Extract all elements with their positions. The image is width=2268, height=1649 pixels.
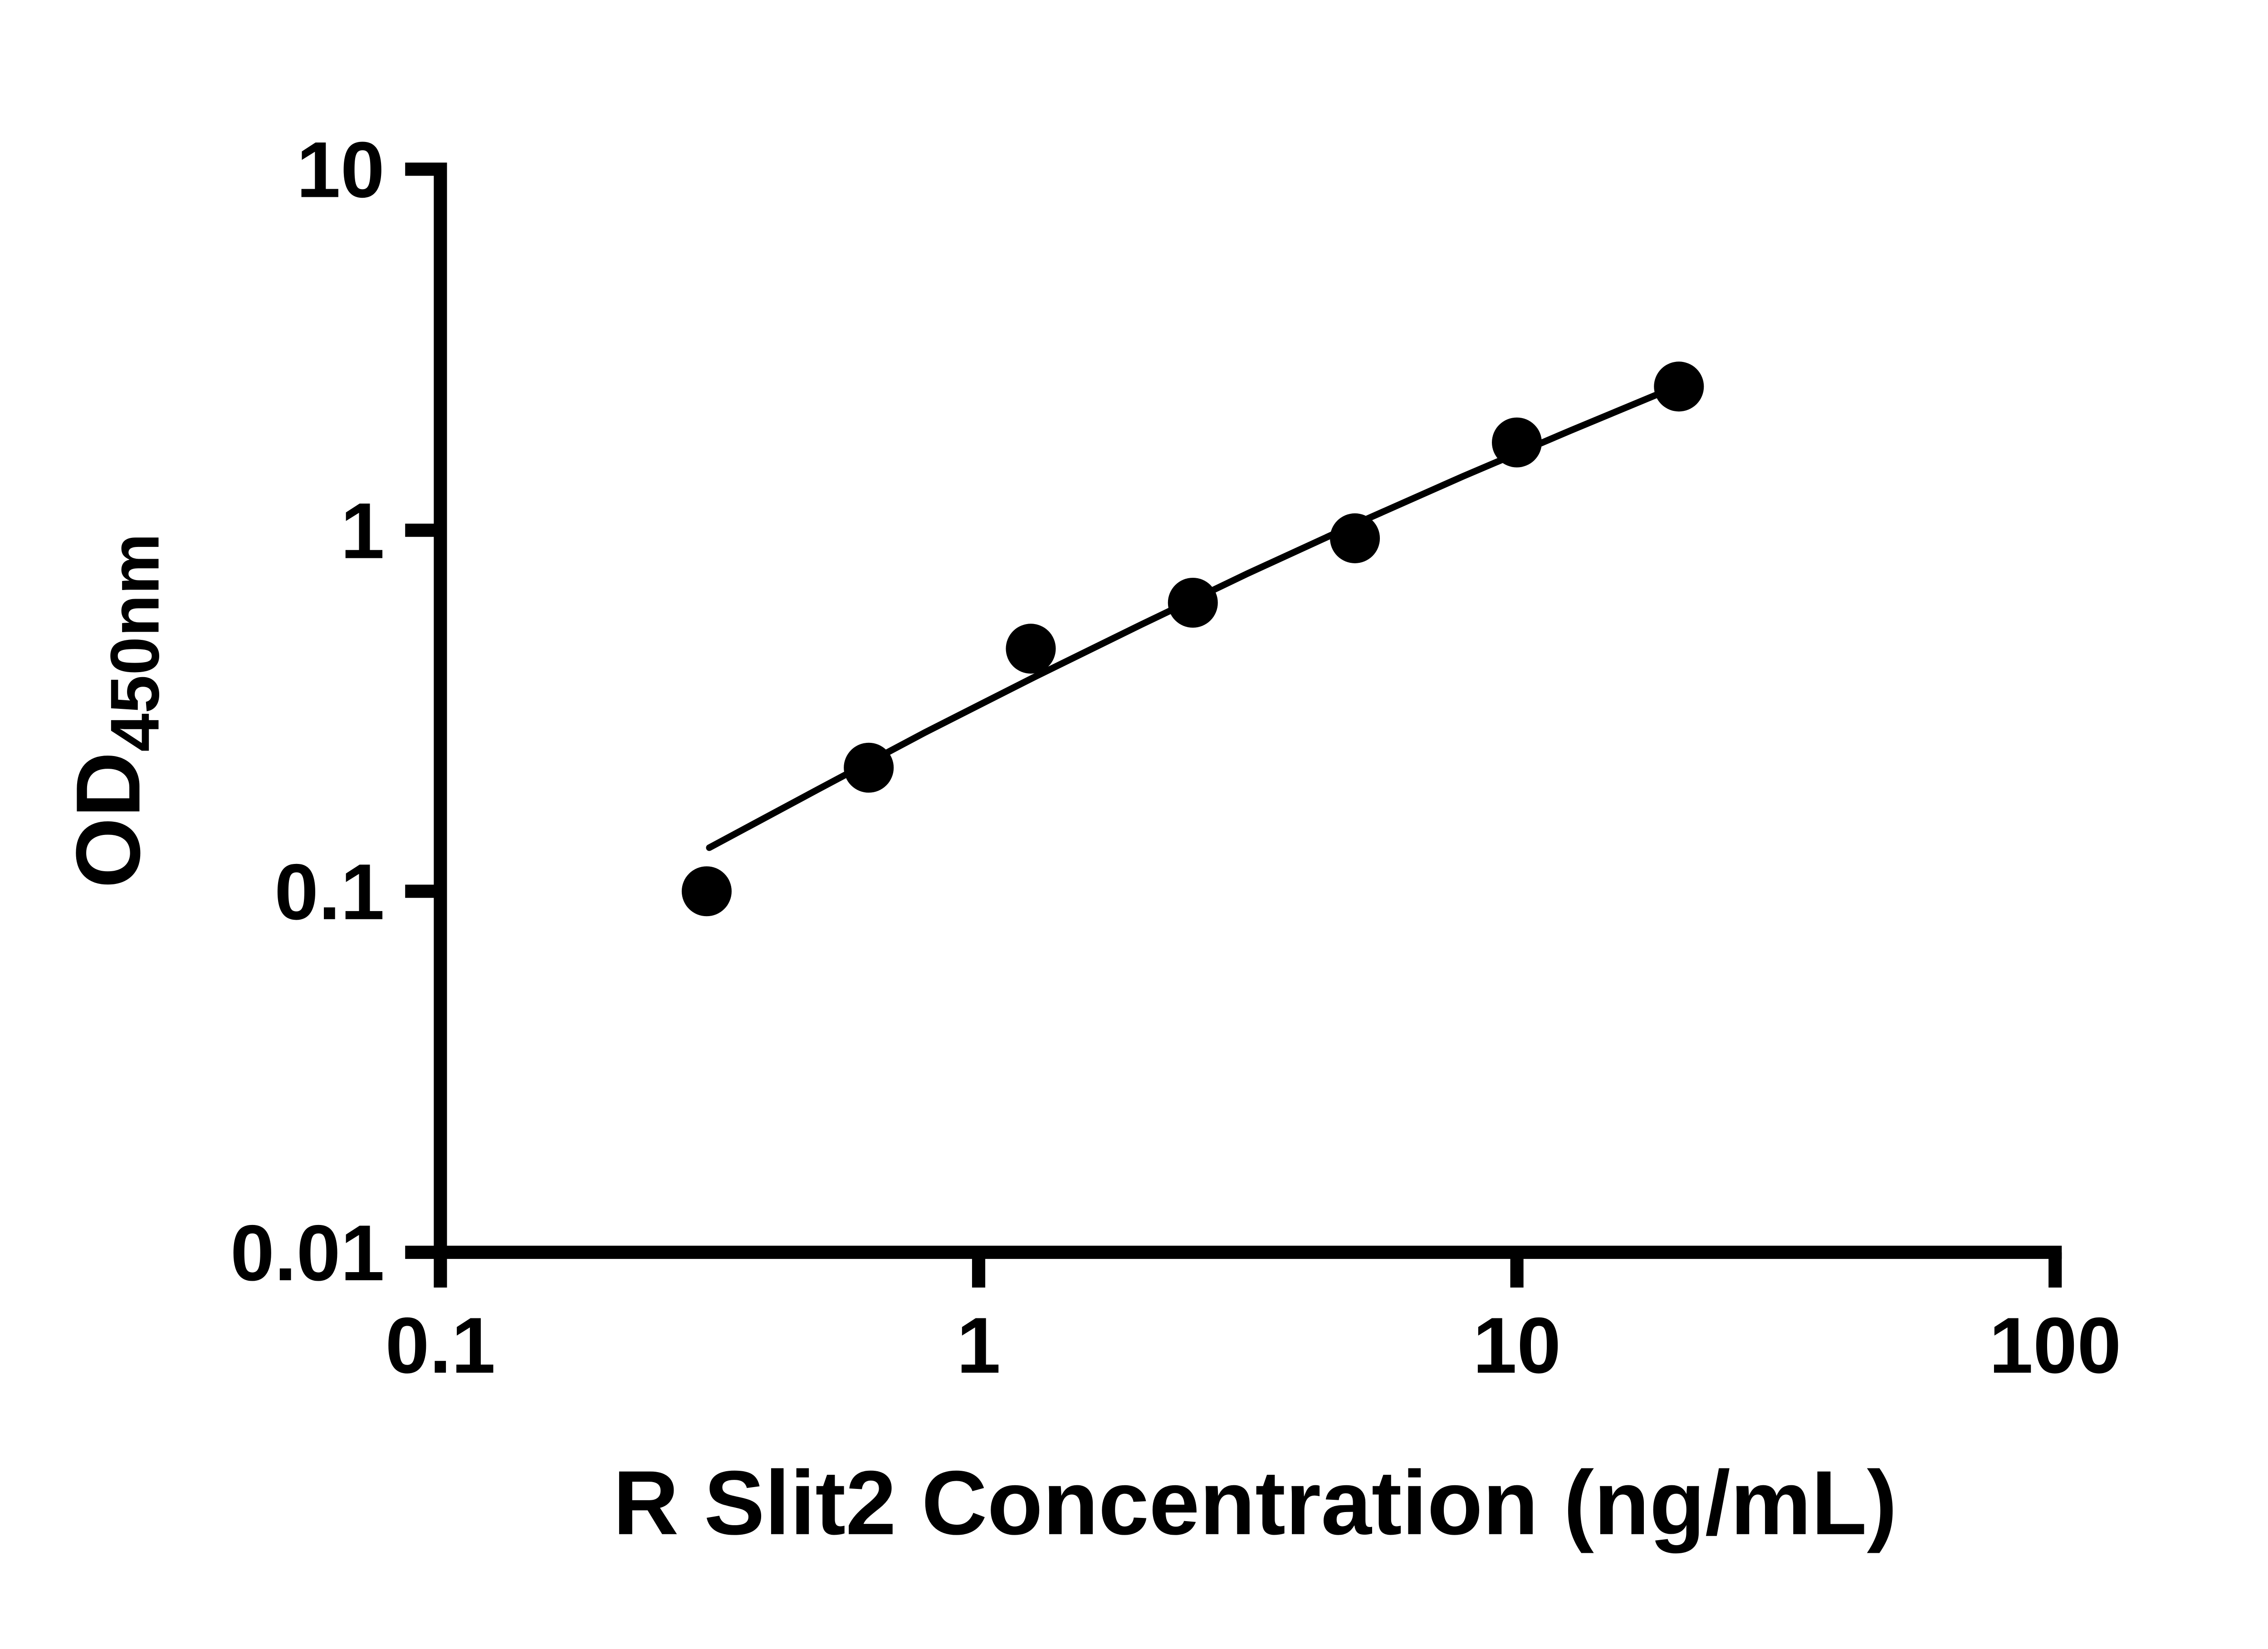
y-tick-label: 10 — [297, 126, 385, 215]
data-point — [681, 866, 732, 917]
data-point — [1491, 417, 1542, 468]
y-axis-title: OD450nm — [57, 533, 173, 888]
x-axis-title: R Slit2 Concentration (ng/mL) — [613, 1452, 1897, 1554]
data-point — [1006, 624, 1056, 674]
x-tick-label: 1 — [957, 1302, 1001, 1390]
data-point — [844, 742, 894, 793]
data-point — [1330, 513, 1380, 563]
data-point — [1168, 577, 1218, 628]
y-tick-label: 0.01 — [230, 1209, 385, 1298]
y-tick-label: 0.1 — [274, 848, 385, 937]
y-tick-label: 1 — [341, 487, 385, 576]
axis-spine — [434, 162, 2062, 1259]
x-tick-label: 10 — [1473, 1302, 1561, 1390]
x-tick-label: 0.1 — [385, 1302, 495, 1390]
data-point — [1654, 361, 1704, 412]
y-axis-title-main: OD — [57, 752, 159, 888]
x-tick-label: 100 — [1989, 1302, 2121, 1390]
y-axis-title-subscript: 450nm — [97, 533, 174, 752]
